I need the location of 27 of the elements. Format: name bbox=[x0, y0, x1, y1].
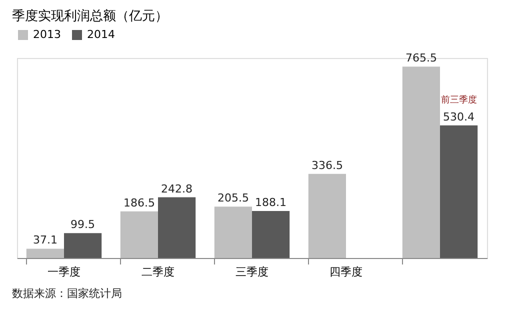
x-tick-label: 一季度 bbox=[48, 266, 80, 278]
legend-label: 2014 bbox=[87, 28, 115, 41]
bar bbox=[252, 210, 290, 258]
x-tick-label: 四季度 bbox=[330, 266, 362, 278]
annotation: 前三季度 bbox=[440, 94, 477, 106]
data-label: 530.4 bbox=[443, 110, 475, 124]
bar bbox=[402, 66, 440, 258]
bar bbox=[120, 211, 158, 258]
data-label: 205.5 bbox=[217, 192, 249, 205]
data-label: 37.1 bbox=[32, 234, 58, 247]
legend-label: 2013 bbox=[33, 28, 61, 41]
chart-title: 季度实现利润总额（亿元） bbox=[12, 8, 168, 24]
data-label: 186.5 bbox=[123, 196, 155, 210]
bar bbox=[214, 206, 252, 258]
bar bbox=[440, 125, 478, 258]
bar bbox=[26, 248, 64, 258]
data-label: 99.5 bbox=[70, 218, 96, 232]
data-label: 336.5 bbox=[311, 158, 343, 172]
x-tick-label: 二季度 bbox=[142, 266, 174, 278]
data-label: 765.5 bbox=[405, 52, 437, 65]
data-label: 242.8 bbox=[161, 182, 193, 196]
bar bbox=[308, 174, 346, 258]
data-label: 188.1 bbox=[255, 196, 287, 209]
bar bbox=[64, 233, 102, 258]
bar bbox=[158, 197, 196, 258]
source-note: 数据来源：国家统计局 bbox=[12, 287, 122, 300]
x-tick-label: 三季度 bbox=[236, 266, 268, 278]
